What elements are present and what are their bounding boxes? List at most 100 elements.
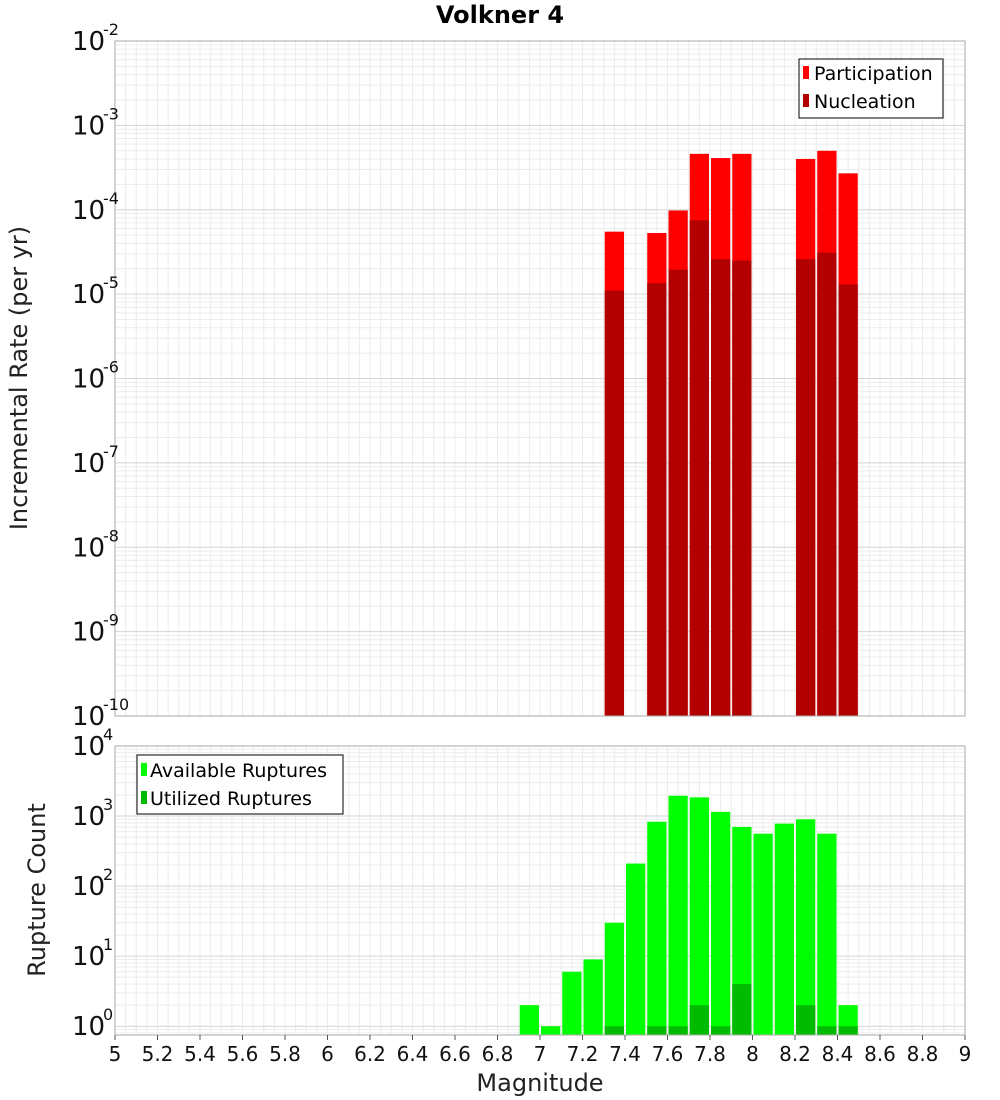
nucleation-bar [817, 252, 837, 716]
legend-swatch-utilized [141, 791, 147, 804]
utilized-ruptures-bar [732, 984, 752, 1035]
available-ruptures-bar [689, 797, 709, 1035]
y-tick-label: 10 [72, 802, 105, 832]
y-tick-exponent: 1 [103, 935, 113, 954]
available-ruptures-bar [626, 863, 646, 1035]
available-ruptures-bar [562, 971, 582, 1035]
y-tick-label: 10 [72, 1012, 105, 1042]
x-tick-label: 6 [321, 1042, 334, 1066]
x-tick-label: 8.2 [779, 1042, 811, 1066]
utilized-ruptures-bar [817, 1026, 837, 1035]
available-ruptures-bar [583, 959, 603, 1035]
x-tick-label: 5.8 [269, 1042, 301, 1066]
x-tick-label: 5 [109, 1042, 122, 1066]
x-tick-label: 7.8 [694, 1042, 726, 1066]
available-ruptures-bar [753, 833, 773, 1035]
y-tick-exponent: -7 [103, 442, 119, 461]
x-tick-label: 8.4 [822, 1042, 854, 1066]
top-grid [115, 41, 965, 716]
legend-swatch-available [141, 763, 147, 776]
legend-label-nucleation: Nucleation [814, 91, 916, 113]
y-tick-label: 10 [72, 618, 105, 648]
utilized-ruptures-bar [604, 1026, 624, 1035]
y-tick-exponent: 3 [103, 795, 113, 814]
x-tick-label: 6.6 [439, 1042, 471, 1066]
nucleation-bar [711, 259, 731, 716]
y-tick-exponent: -6 [103, 358, 119, 377]
utilized-ruptures-bar [796, 1005, 816, 1035]
y-tick-exponent: 2 [103, 865, 113, 884]
utilized-ruptures-bar [711, 1026, 731, 1035]
available-ruptures-bar [817, 833, 837, 1035]
bottom-bars [519, 795, 858, 1035]
available-ruptures-bar [796, 819, 816, 1035]
y-tick-exponent: -4 [103, 189, 119, 208]
x-tick-label: 6.4 [397, 1042, 429, 1066]
x-tick-label: 6.2 [354, 1042, 386, 1066]
x-tick-label: 9 [959, 1042, 972, 1066]
top-legend-box [798, 58, 944, 119]
y-tick-label: 10 [72, 702, 105, 732]
nucleation-bar [647, 283, 667, 716]
legend-label-available: Available Ruptures [150, 760, 327, 782]
y-tick-label: 10 [72, 280, 105, 310]
y-tick-exponent: 4 [103, 725, 113, 744]
x-axis-label: Magnitude [476, 1069, 603, 1097]
y-tick-exponent: 0 [103, 1005, 113, 1024]
utilized-ruptures-bar [689, 1005, 709, 1035]
x-tick-label: 6.8 [482, 1042, 514, 1066]
x-tick-label: 5.4 [184, 1042, 216, 1066]
utilized-ruptures-bar [668, 1026, 688, 1035]
legend-label-utilized: Utilized Ruptures [150, 788, 312, 810]
available-ruptures-bar [541, 1026, 561, 1035]
y-tick-exponent: -8 [103, 526, 119, 545]
y-tick-label: 10 [72, 111, 105, 141]
y-tick-label: 10 [72, 942, 105, 972]
x-tick-label: 8.6 [864, 1042, 896, 1066]
y-tick-label: 10 [72, 872, 105, 902]
top-legend: Participation Nucleation [798, 58, 944, 119]
y-tick-exponent: -2 [103, 20, 119, 39]
y-tick-exponent: -3 [103, 104, 119, 123]
available-ruptures-bar [668, 795, 688, 1035]
y-tick-label: 10 [72, 196, 105, 226]
bottom-y-axis-label: Rupture Count [23, 803, 51, 977]
legend-swatch-nucleation [803, 94, 809, 107]
y-tick-exponent: -10 [103, 695, 129, 714]
available-ruptures-bar [732, 826, 752, 1035]
x-tick-label: 8.8 [907, 1042, 939, 1066]
nucleation-bar [796, 259, 816, 716]
x-tick-label: 7.4 [609, 1042, 641, 1066]
available-ruptures-bar [774, 823, 794, 1035]
x-tick-label: 7 [534, 1042, 547, 1066]
available-ruptures-bar [647, 821, 667, 1035]
legend-label-participation: Participation [814, 63, 933, 85]
x-tick-label: 8 [746, 1042, 759, 1066]
y-tick-label: 10 [72, 449, 105, 479]
y-tick-exponent: -9 [103, 611, 119, 630]
nucleation-bar [732, 260, 752, 716]
nucleation-bar [689, 220, 709, 717]
nucleation-bar [838, 284, 858, 716]
bottom-legend-box [136, 754, 344, 815]
nucleation-bar [604, 290, 624, 716]
top-bars [604, 150, 858, 717]
bottom-legend: Available Ruptures Utilized Ruptures [136, 754, 344, 815]
y-tick-label: 10 [72, 732, 105, 762]
y-tick-exponent: -5 [103, 273, 119, 292]
y-tick-label: 10 [72, 365, 105, 395]
utilized-ruptures-bar [838, 1026, 858, 1035]
available-ruptures-bar [519, 1005, 539, 1035]
available-ruptures-bar [711, 811, 731, 1035]
available-ruptures-bar [604, 922, 624, 1035]
x-ticks: 5 5.2 5.4 5.6 5.8 6 6.2 6.4 6.6 6.8 7 7.2 7.4 7.6 7.8 8… [109, 1035, 972, 1066]
x-tick-label: 5.2 [142, 1042, 174, 1066]
x-tick-label: 5.6 [227, 1042, 259, 1066]
utilized-ruptures-bar [647, 1026, 667, 1035]
x-tick-label: 7.2 [567, 1042, 599, 1066]
